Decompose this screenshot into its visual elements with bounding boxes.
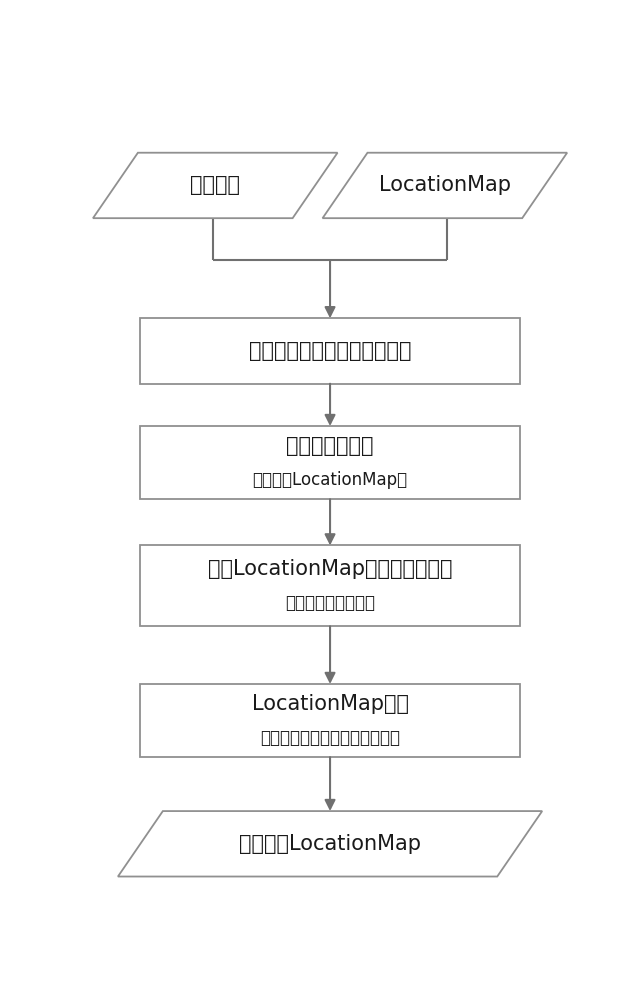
Polygon shape [323, 153, 567, 218]
Text: 相机信号: 相机信号 [190, 175, 240, 195]
Bar [140, 318, 520, 384]
Polygon shape [118, 811, 542, 877]
Text: LocationMap去噪: LocationMap去噪 [252, 694, 408, 714]
Bar [140, 426, 520, 499]
Text: 锁定LocationMap中自车周边停车: 锁定LocationMap中自车周边停车 [208, 559, 452, 579]
Text: （对标锁定的停车位层级信息）: （对标锁定的停车位层级信息） [260, 729, 400, 747]
Text: 去噪后的LocationMap: 去噪后的LocationMap [239, 834, 421, 854]
Bar [140, 684, 520, 757]
Bar [140, 545, 520, 626]
Polygon shape [93, 153, 337, 218]
Text: （相机和LocationMap）: （相机和LocationMap） [252, 471, 408, 489]
Text: LocationMap: LocationMap [379, 175, 511, 195]
Text: 对比停车位编号: 对比停车位编号 [287, 436, 374, 456]
Text: 识别相机数据中的停车位编号: 识别相机数据中的停车位编号 [249, 341, 412, 361]
Text: 位（包括层级信息）: 位（包括层级信息） [285, 594, 375, 612]
